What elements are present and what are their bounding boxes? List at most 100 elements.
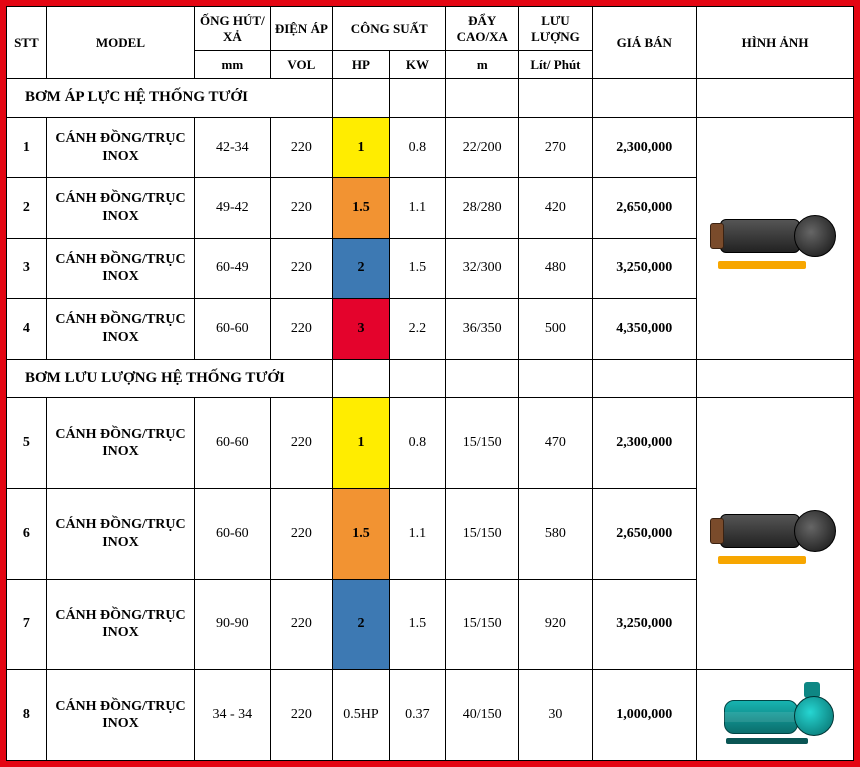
pump-black-icon	[710, 201, 840, 271]
table-row: 1 CÁNH ĐỒNG/TRỤC INOX 42-34 220 1 0.8 22…	[7, 117, 854, 177]
cell-luu: 500	[519, 299, 592, 359]
cell-kw: 0.8	[389, 398, 445, 489]
cell-stt: 6	[7, 489, 47, 580]
cell-vol: 220	[270, 117, 333, 177]
cell-kw: 1.5	[389, 579, 445, 670]
empty-cell	[519, 359, 592, 398]
empty-cell	[333, 79, 389, 118]
cell-hp: 1	[333, 398, 389, 489]
cell-ong: 60-60	[195, 398, 270, 489]
cell-gia: 4,350,000	[592, 299, 697, 359]
empty-cell	[592, 79, 697, 118]
cell-vol: 220	[270, 489, 333, 580]
cell-vol: 220	[270, 579, 333, 670]
cell-image-a	[697, 117, 854, 359]
cell-kw: 2.2	[389, 299, 445, 359]
cell-model: CÁNH ĐỒNG/TRỤC INOX	[46, 299, 194, 359]
cell-kw: 1.1	[389, 178, 445, 238]
empty-cell	[697, 79, 854, 118]
cell-hp: 1.5	[333, 178, 389, 238]
cell-gia: 2,650,000	[592, 489, 697, 580]
cell-gia: 2,650,000	[592, 178, 697, 238]
subhdr-lit: Lít/ Phút	[519, 51, 592, 79]
cell-hp: 1.5	[333, 489, 389, 580]
hdr-stt: STT	[7, 7, 47, 79]
cell-day: 28/280	[446, 178, 519, 238]
cell-day: 15/150	[446, 489, 519, 580]
cell-model: CÁNH ĐỒNG/TRỤC INOX	[46, 117, 194, 177]
cell-luu: 480	[519, 238, 592, 298]
subhdr-kw: KW	[389, 51, 445, 79]
empty-cell	[333, 359, 389, 398]
cell-vol: 220	[270, 238, 333, 298]
hdr-dienap: ĐIỆN ÁP	[270, 7, 333, 51]
cell-stt: 5	[7, 398, 47, 489]
cell-kw: 0.37	[389, 670, 445, 761]
subhdr-m: m	[446, 51, 519, 79]
cell-kw: 0.8	[389, 117, 445, 177]
table-row: 5 CÁNH ĐỒNG/TRỤC INOX 60-60 220 1 0.8 15…	[7, 398, 854, 489]
cell-model: CÁNH ĐỒNG/TRỤC INOX	[46, 178, 194, 238]
cell-model: CÁNH ĐỒNG/TRỤC INOX	[46, 398, 194, 489]
cell-day: 15/150	[446, 579, 519, 670]
cell-image-c	[697, 670, 854, 761]
cell-model: CÁNH ĐỒNG/TRỤC INOX	[46, 670, 194, 761]
cell-ong: 60-49	[195, 238, 270, 298]
cell-stt: 2	[7, 178, 47, 238]
cell-hp: 3	[333, 299, 389, 359]
cell-vol: 220	[270, 178, 333, 238]
cell-ong: 34 - 34	[195, 670, 270, 761]
subhdr-vol: VOL	[270, 51, 333, 79]
hdr-luu: LƯU LƯỢNG	[519, 7, 592, 51]
cell-stt: 4	[7, 299, 47, 359]
section-b-title: BƠM LƯU LƯỢNG HỆ THỐNG TƯỚI	[7, 359, 333, 398]
price-table: STT MODEL ỐNG HÚT/ XẢ ĐIỆN ÁP CÔNG SUẤT …	[6, 6, 854, 761]
cell-gia: 3,250,000	[592, 579, 697, 670]
cell-hp: 2	[333, 238, 389, 298]
cell-ong: 90-90	[195, 579, 270, 670]
cell-hp: 1	[333, 117, 389, 177]
cell-gia: 3,250,000	[592, 238, 697, 298]
table-row: 8 CÁNH ĐỒNG/TRỤC INOX 34 - 34 220 0.5HP …	[7, 670, 854, 761]
cell-day: 15/150	[446, 398, 519, 489]
subhdr-mm: mm	[195, 51, 270, 79]
cell-luu: 580	[519, 489, 592, 580]
hdr-congsuat: CÔNG SUẤT	[333, 7, 446, 51]
cell-image-b	[697, 398, 854, 670]
hdr-model: MODEL	[46, 7, 194, 79]
pump-teal-icon	[710, 678, 840, 748]
cell-vol: 220	[270, 299, 333, 359]
empty-cell	[389, 359, 445, 398]
cell-stt: 1	[7, 117, 47, 177]
price-table-frame: STT MODEL ỐNG HÚT/ XẢ ĐIỆN ÁP CÔNG SUẤT …	[0, 0, 860, 767]
cell-stt: 3	[7, 238, 47, 298]
cell-day: 36/350	[446, 299, 519, 359]
empty-cell	[519, 79, 592, 118]
subhdr-hp: HP	[333, 51, 389, 79]
cell-ong: 49-42	[195, 178, 270, 238]
cell-model: CÁNH ĐỒNG/TRỤC INOX	[46, 579, 194, 670]
cell-ong: 60-60	[195, 299, 270, 359]
pump-black-icon	[710, 496, 840, 566]
cell-vol: 220	[270, 670, 333, 761]
cell-gia: 2,300,000	[592, 117, 697, 177]
cell-ong: 60-60	[195, 489, 270, 580]
cell-gia: 2,300,000	[592, 398, 697, 489]
hdr-ong: ỐNG HÚT/ XẢ	[195, 7, 270, 51]
empty-cell	[446, 79, 519, 118]
cell-luu: 270	[519, 117, 592, 177]
cell-hp: 2	[333, 579, 389, 670]
cell-model: CÁNH ĐỒNG/TRỤC INOX	[46, 489, 194, 580]
cell-day: 22/200	[446, 117, 519, 177]
empty-cell	[446, 359, 519, 398]
cell-kw: 1.1	[389, 489, 445, 580]
cell-stt: 7	[7, 579, 47, 670]
cell-gia: 1,000,000	[592, 670, 697, 761]
empty-cell	[389, 79, 445, 118]
empty-cell	[697, 359, 854, 398]
cell-ong: 42-34	[195, 117, 270, 177]
cell-hp: 0.5HP	[333, 670, 389, 761]
cell-model: CÁNH ĐỒNG/TRỤC INOX	[46, 238, 194, 298]
cell-day: 32/300	[446, 238, 519, 298]
cell-luu: 470	[519, 398, 592, 489]
